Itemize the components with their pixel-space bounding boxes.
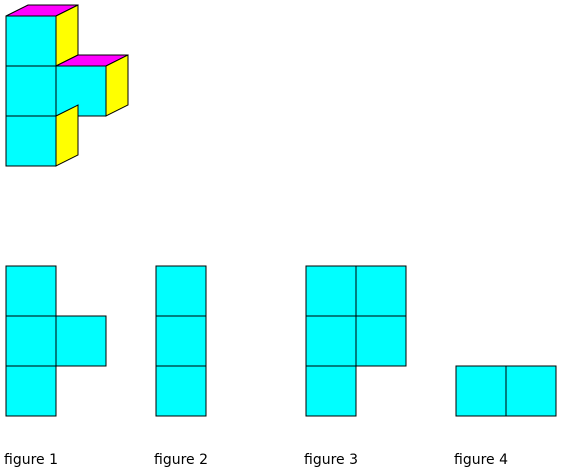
cube-4-front-face <box>5 115 57 167</box>
cube-4-side-face <box>55 104 79 167</box>
figure-2-label: figure 2 <box>154 452 208 468</box>
solid-3d <box>5 4 129 167</box>
figure-1-cell <box>5 265 57 317</box>
cube-3-side-face <box>105 54 129 117</box>
figure-1-cell <box>5 315 57 367</box>
figure-3-cell <box>355 265 407 317</box>
figure-4-cell <box>455 365 507 417</box>
figure-3-cell <box>305 315 357 367</box>
figure-1-label: figure 1 <box>4 452 58 468</box>
figure-4: figure 4 <box>454 365 557 468</box>
figure-3-cell <box>305 265 357 317</box>
figure-3-cell <box>355 315 407 367</box>
figure-3: figure 3 <box>304 265 407 468</box>
figure-1-cell <box>55 315 107 367</box>
cube-1-front-face <box>5 15 57 67</box>
figure-4-cell <box>505 365 557 417</box>
figure-2-cell <box>155 265 207 317</box>
figure-1-cell <box>5 365 57 417</box>
figure-2: figure 2 <box>154 265 208 468</box>
figure-3-label: figure 3 <box>304 452 358 468</box>
cube-2-front-face <box>5 65 57 117</box>
cube-3-front-face <box>55 65 107 117</box>
figure-3-cell <box>305 365 357 417</box>
figure-2-cell <box>155 365 207 417</box>
figure-1: figure 1 <box>4 265 107 468</box>
figure-2-cell <box>155 315 207 367</box>
figure-4-label: figure 4 <box>454 452 508 468</box>
